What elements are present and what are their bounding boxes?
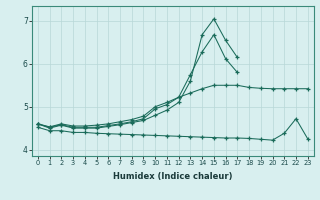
X-axis label: Humidex (Indice chaleur): Humidex (Indice chaleur) bbox=[113, 172, 233, 181]
